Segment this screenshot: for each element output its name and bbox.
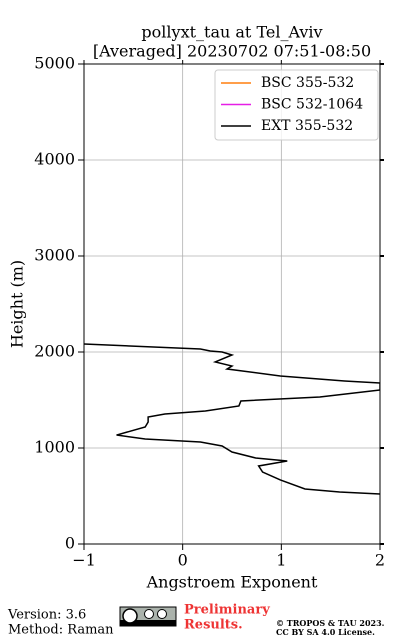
x-axis-label: Angstroem Exponent — [146, 573, 318, 592]
copyright: © TROPOS & TAU 2023. — [276, 618, 385, 628]
version: Version: 3.6 — [7, 608, 86, 623]
x-tick-label: 2 — [375, 551, 385, 570]
cc-logo — [119, 606, 177, 627]
x-tick-label: −1 — [72, 551, 96, 570]
profile-line — [84, 343, 380, 495]
x-tick-label: 0 — [178, 551, 188, 570]
y-tick-label: 5000 — [34, 54, 75, 73]
notice: Preliminary — [184, 603, 270, 618]
y-tick-label: 1000 — [34, 438, 75, 457]
y-tick-label: 4000 — [34, 150, 75, 169]
y-tick-label: 3000 — [34, 246, 75, 265]
copyright: CC BY SA 4.0 License. — [276, 627, 375, 637]
y-tick-label: 2000 — [34, 342, 75, 361]
chart-title: pollyxt_tau at Tel_Aviv — [141, 23, 322, 42]
method: Method: Raman — [8, 623, 114, 638]
chart-subtitle: [Averaged] 20230702 07:51-08:50 — [93, 42, 371, 61]
legend-label: EXT 355-532 — [261, 118, 353, 134]
notice: Results. — [184, 618, 243, 633]
legend-label: BSC 355-532 — [261, 75, 354, 91]
legend-label: BSC 532-1064 — [261, 97, 363, 113]
x-tick-label: 1 — [276, 551, 286, 570]
legend-box — [214, 69, 379, 141]
plot-frame — [83, 63, 381, 545]
y-tick-label: 0 — [65, 534, 75, 553]
y-axis-label: Height (m) — [8, 260, 27, 348]
